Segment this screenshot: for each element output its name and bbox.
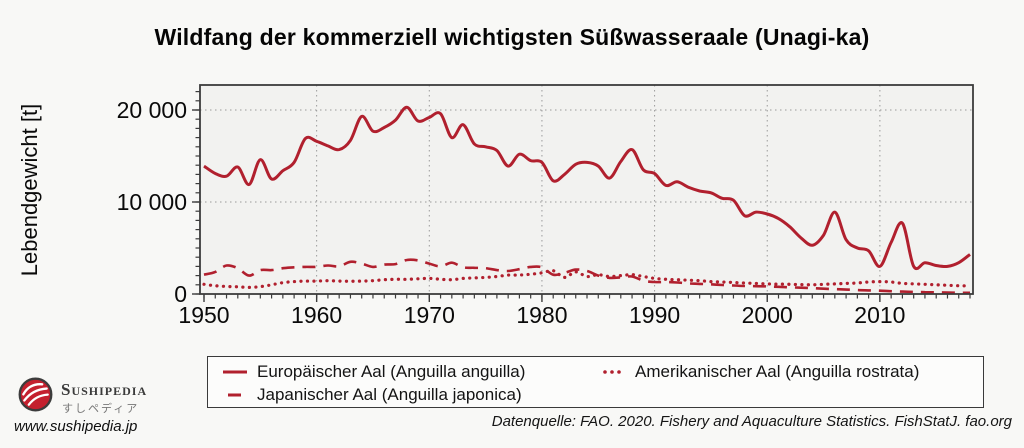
legend-label: Japanischer Aal (Anguilla japonica) [257, 385, 522, 404]
x-tick-label: 1990 [629, 302, 680, 328]
data-source-note: Datenquelle: FAO. 2020. Fishery and Aqua… [491, 413, 1012, 430]
x-tick-label: 1950 [178, 302, 229, 328]
series-line-dotted [202, 268, 972, 290]
legend-item-japanese-eel: Japanischer Aal (Anguilla japonica) [222, 385, 522, 405]
dashed-line-icon [228, 393, 241, 397]
brand-name: Sushipedia [61, 380, 148, 399]
x-tick-label: 2010 [854, 302, 905, 328]
x-tick-label: 1980 [516, 302, 567, 328]
y-tick-label: 0 [174, 281, 187, 307]
legend-item-american-eel: Amerikanischer Aal (Anguilla rostrata) [600, 362, 919, 382]
x-tick-label: 1960 [291, 302, 342, 328]
series-line-solid [203, 105, 971, 271]
y-tick-label: 10 000 [117, 189, 187, 215]
x-tick-label: 1970 [404, 302, 455, 328]
legend-item-european-eel: Europäischer Aal (Anguilla anguilla) [222, 362, 525, 382]
plot-area [200, 85, 973, 294]
x-tick-label: 2000 [742, 302, 793, 328]
legend-label: Amerikanischer Aal (Anguilla rostrata) [635, 362, 920, 381]
legend-label: Europäischer Aal (Anguilla anguilla) [257, 362, 526, 381]
brand-url: www.sushipedia.jp [14, 418, 138, 435]
dotted-line-icon [603, 370, 621, 374]
chart-title: Wildfang der kommerziell wichtigsten Süß… [154, 24, 870, 50]
sushipedia-logo-icon [18, 377, 53, 412]
brand-kana: すしペディア [62, 403, 140, 415]
solid-line-icon [223, 370, 247, 374]
chart-legend: Europäischer Aal (Anguilla anguilla) Jap… [207, 356, 984, 408]
y-tick-label: 20 000 [117, 97, 187, 123]
series-line-dashed [203, 258, 971, 295]
